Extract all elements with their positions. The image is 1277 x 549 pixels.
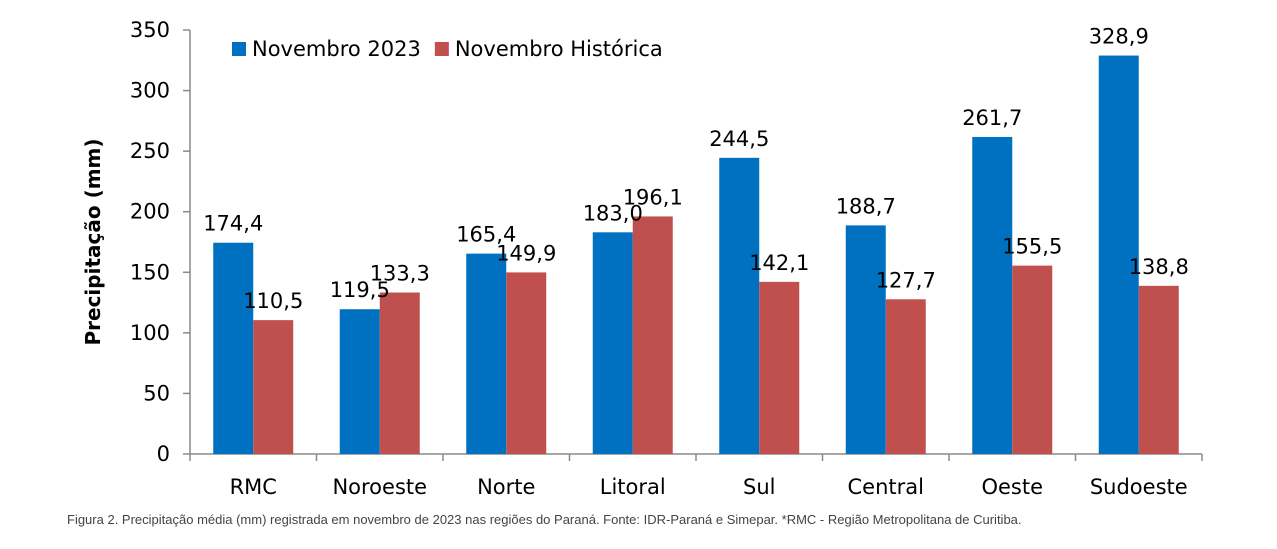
category-label: Noroeste bbox=[332, 475, 427, 499]
data-label: 119,5 bbox=[330, 278, 390, 302]
data-label: 244,5 bbox=[709, 127, 769, 151]
bar bbox=[845, 225, 886, 454]
data-label: 328,9 bbox=[1089, 25, 1149, 49]
category-label: Litoral bbox=[600, 475, 666, 499]
data-label: 196,1 bbox=[623, 185, 683, 209]
y-tick-label: 50 bbox=[143, 381, 170, 405]
data-label: 188,7 bbox=[836, 194, 896, 218]
data-label: 133,3 bbox=[370, 262, 430, 286]
bar bbox=[885, 299, 926, 454]
legend-swatch bbox=[232, 42, 246, 56]
category-label: RMC bbox=[230, 475, 277, 499]
bar bbox=[1138, 285, 1179, 454]
y-axis-label: Precipitação (mm) bbox=[81, 138, 105, 345]
data-label: 261,7 bbox=[962, 106, 1022, 130]
data-label: 183,0 bbox=[583, 201, 643, 225]
y-tick-label: 100 bbox=[130, 321, 170, 345]
y-tick-label: 250 bbox=[130, 139, 170, 163]
legend: Novembro 2023 Novembro Histórica bbox=[232, 37, 663, 61]
legend-swatch bbox=[434, 42, 449, 56]
category-label: Sudoeste bbox=[1090, 475, 1188, 499]
figure-caption: Figura 2. Precipitação média (mm) regist… bbox=[67, 512, 1022, 527]
bars bbox=[213, 55, 1179, 454]
bar bbox=[339, 309, 380, 454]
legend-label: Novembro Histórica bbox=[455, 37, 663, 61]
data-label: 110,5 bbox=[243, 289, 303, 313]
bar bbox=[632, 216, 673, 454]
bar bbox=[506, 272, 547, 454]
bar bbox=[253, 320, 294, 454]
bar bbox=[759, 281, 800, 454]
x-axis: RMC Noroeste Norte Litoral Sul Central Oeste Su… bbox=[189, 453, 1203, 499]
y-axis: 0 50 100 150 200 250 300 350 bbox=[130, 18, 191, 466]
category-label: Oeste bbox=[981, 475, 1043, 499]
data-label: 174,4 bbox=[203, 212, 263, 236]
data-label: 127,7 bbox=[876, 268, 936, 292]
data-label: 165,4 bbox=[456, 223, 516, 247]
bar bbox=[213, 242, 254, 454]
bar-chart: Precipitação (mm) 050100150200250300350 … bbox=[81, 18, 1203, 499]
y-tick-label: 350 bbox=[130, 18, 170, 42]
data-label: 138,8 bbox=[1129, 255, 1189, 279]
data-label: 142,1 bbox=[749, 251, 809, 275]
y-tick-label: 150 bbox=[130, 260, 170, 284]
legend-label: Novembro 2023 bbox=[252, 37, 421, 61]
category-label: Norte bbox=[477, 475, 535, 499]
bar bbox=[592, 232, 633, 454]
bar bbox=[1098, 55, 1139, 454]
bar bbox=[466, 253, 507, 454]
data-label: 155,5 bbox=[1002, 235, 1062, 259]
bar bbox=[719, 157, 760, 454]
y-tick-label: 300 bbox=[130, 79, 170, 103]
y-tick-label: 0 bbox=[157, 442, 170, 466]
category-label: Central bbox=[848, 475, 924, 499]
bar bbox=[972, 136, 1013, 454]
bar bbox=[1012, 265, 1053, 454]
category-label: Sul bbox=[743, 475, 775, 499]
y-tick-label: 200 bbox=[130, 200, 170, 224]
data-label: 149,9 bbox=[496, 241, 556, 265]
bar bbox=[379, 292, 420, 454]
